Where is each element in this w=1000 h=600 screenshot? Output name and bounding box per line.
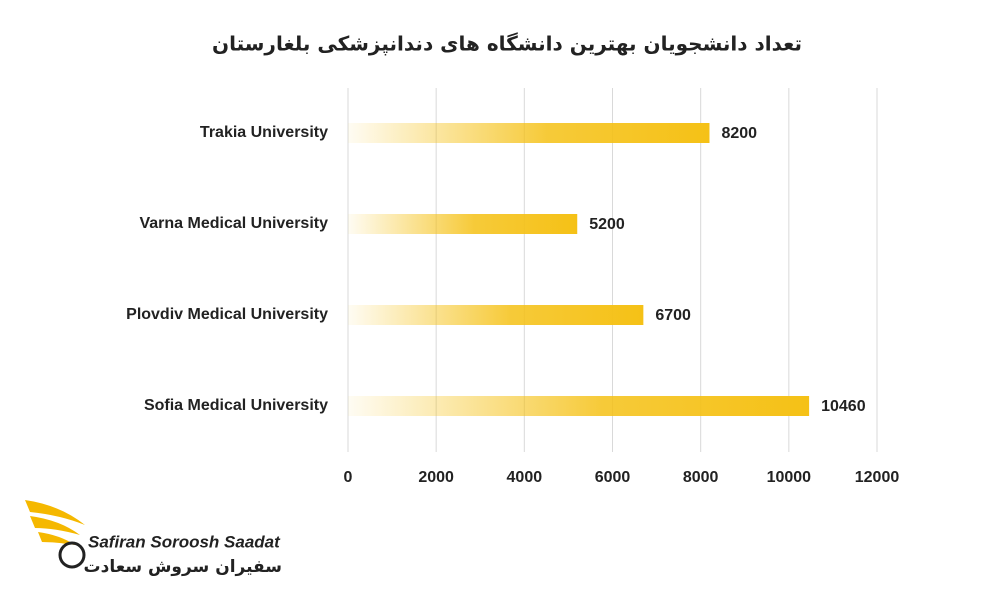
y-tick-label: Sofia Medical University [144,397,328,414]
x-tick-label: 6000 [595,469,631,486]
logo-wing [25,500,85,545]
value-label: 5200 [589,216,625,233]
x-tick-label: 2000 [418,469,454,486]
value-label: 6700 [655,307,691,324]
bar [348,214,578,234]
logo-mark [58,541,86,569]
x-tick-label: 10000 [767,469,812,486]
logo: Safiran Soroosh Saadat سفیران سروش سعادت [25,500,282,577]
value-label: 8200 [721,125,757,142]
value-label: 10460 [821,398,866,415]
x-tick-label: 8000 [683,469,719,486]
bar [348,396,810,416]
logo-name-fa: سفیران سروش سعادت [84,557,282,577]
bar [348,123,710,143]
bar [348,305,644,325]
y-tick-label: Varna Medical University [139,215,328,232]
logo-name: Safiran Soroosh Saadat [88,532,281,551]
y-tick-label: Plovdiv Medical University [126,306,328,323]
y-tick-label: Trakia University [200,124,328,141]
x-tick-label: 0 [344,469,353,486]
x-tick-label: 4000 [507,469,543,486]
chart-title: تعداد دانشجویان بهترین دانشگاه های دندان… [212,32,802,57]
x-tick-label: 12000 [855,469,900,486]
